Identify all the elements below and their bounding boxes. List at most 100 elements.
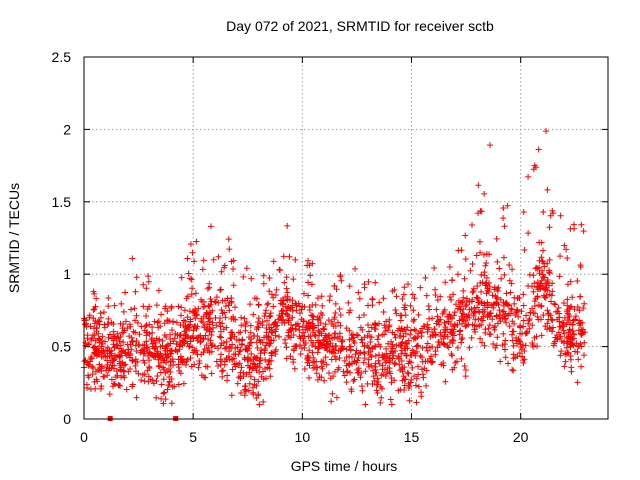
data-point [327, 340, 334, 347]
data-point [84, 335, 91, 342]
data-point [482, 329, 489, 336]
data-point [103, 367, 110, 374]
data-point [175, 303, 182, 310]
data-point [449, 352, 456, 359]
data-point [404, 369, 411, 376]
data-point [442, 279, 449, 286]
data-point [448, 351, 455, 358]
data-point [223, 344, 230, 351]
data-point [405, 370, 412, 377]
data-point [268, 337, 275, 344]
data-point [520, 302, 527, 309]
data-point [188, 276, 195, 283]
data-point [446, 294, 453, 301]
data-point [222, 345, 229, 352]
data-point [388, 338, 395, 345]
data-point [503, 290, 510, 297]
data-point [567, 278, 574, 285]
data-point [350, 331, 357, 338]
data-point [353, 331, 360, 338]
data-point [374, 375, 381, 382]
data-point [406, 383, 413, 390]
data-point [236, 337, 243, 344]
data-point [251, 332, 258, 339]
data-point [143, 322, 150, 329]
data-point [359, 387, 366, 394]
data-point [540, 292, 547, 299]
data-point [267, 340, 274, 347]
data-point [140, 303, 147, 310]
data-point [559, 319, 566, 326]
data-point [310, 354, 317, 361]
data-point [346, 360, 353, 367]
data-point [192, 306, 199, 313]
data-point [494, 334, 501, 341]
data-point [261, 347, 268, 354]
data-point [418, 389, 425, 396]
data-point [291, 365, 298, 372]
data-point [361, 334, 368, 341]
data-point [144, 367, 151, 374]
data-point [225, 353, 232, 360]
data-point [213, 294, 220, 301]
data-point [520, 291, 527, 298]
data-point [117, 352, 124, 359]
data-point [149, 340, 156, 347]
data-point [201, 324, 208, 331]
data-point [526, 271, 533, 278]
data-point [334, 335, 341, 342]
data-point [273, 286, 280, 293]
data-point [561, 242, 568, 249]
data-point [372, 321, 379, 328]
data-point [516, 338, 523, 345]
data-point [479, 317, 486, 324]
data-point [496, 307, 503, 314]
data-point [399, 377, 406, 384]
data-point [161, 389, 168, 396]
data-point [105, 334, 112, 341]
data-point [292, 256, 299, 263]
data-point [332, 310, 339, 317]
data-point [110, 357, 117, 364]
data-point [296, 326, 303, 333]
data-point [323, 333, 330, 340]
data-point [253, 295, 260, 302]
data-point [155, 356, 162, 363]
data-point [450, 337, 457, 344]
data-point [505, 360, 512, 367]
data-point [290, 276, 297, 283]
data-point [376, 299, 383, 306]
data-point [304, 353, 311, 360]
data-point [398, 358, 405, 365]
data-point [141, 341, 148, 348]
data-point [564, 306, 571, 313]
data-point [371, 321, 378, 328]
data-point [186, 308, 193, 315]
data-point [104, 361, 111, 368]
data-point [569, 321, 576, 328]
data-point [169, 356, 176, 363]
data-point [544, 287, 551, 294]
data-point [549, 317, 556, 324]
data-point [314, 376, 321, 383]
data-point [205, 302, 212, 309]
data-point [98, 383, 105, 390]
data-point [418, 366, 425, 373]
data-point [268, 350, 275, 357]
data-point [452, 301, 459, 308]
data-point [251, 376, 258, 383]
data-point [412, 382, 419, 389]
data-point [545, 310, 552, 317]
data-point [395, 341, 402, 348]
data-point [211, 343, 218, 350]
data-point [512, 311, 519, 318]
data-point [471, 309, 478, 316]
data-point [243, 265, 250, 272]
data-point [467, 267, 474, 274]
data-point [490, 340, 497, 347]
data-point [100, 353, 107, 360]
data-point [143, 332, 150, 339]
data-point [538, 254, 545, 261]
data-point [549, 207, 556, 214]
data-point [564, 281, 571, 288]
